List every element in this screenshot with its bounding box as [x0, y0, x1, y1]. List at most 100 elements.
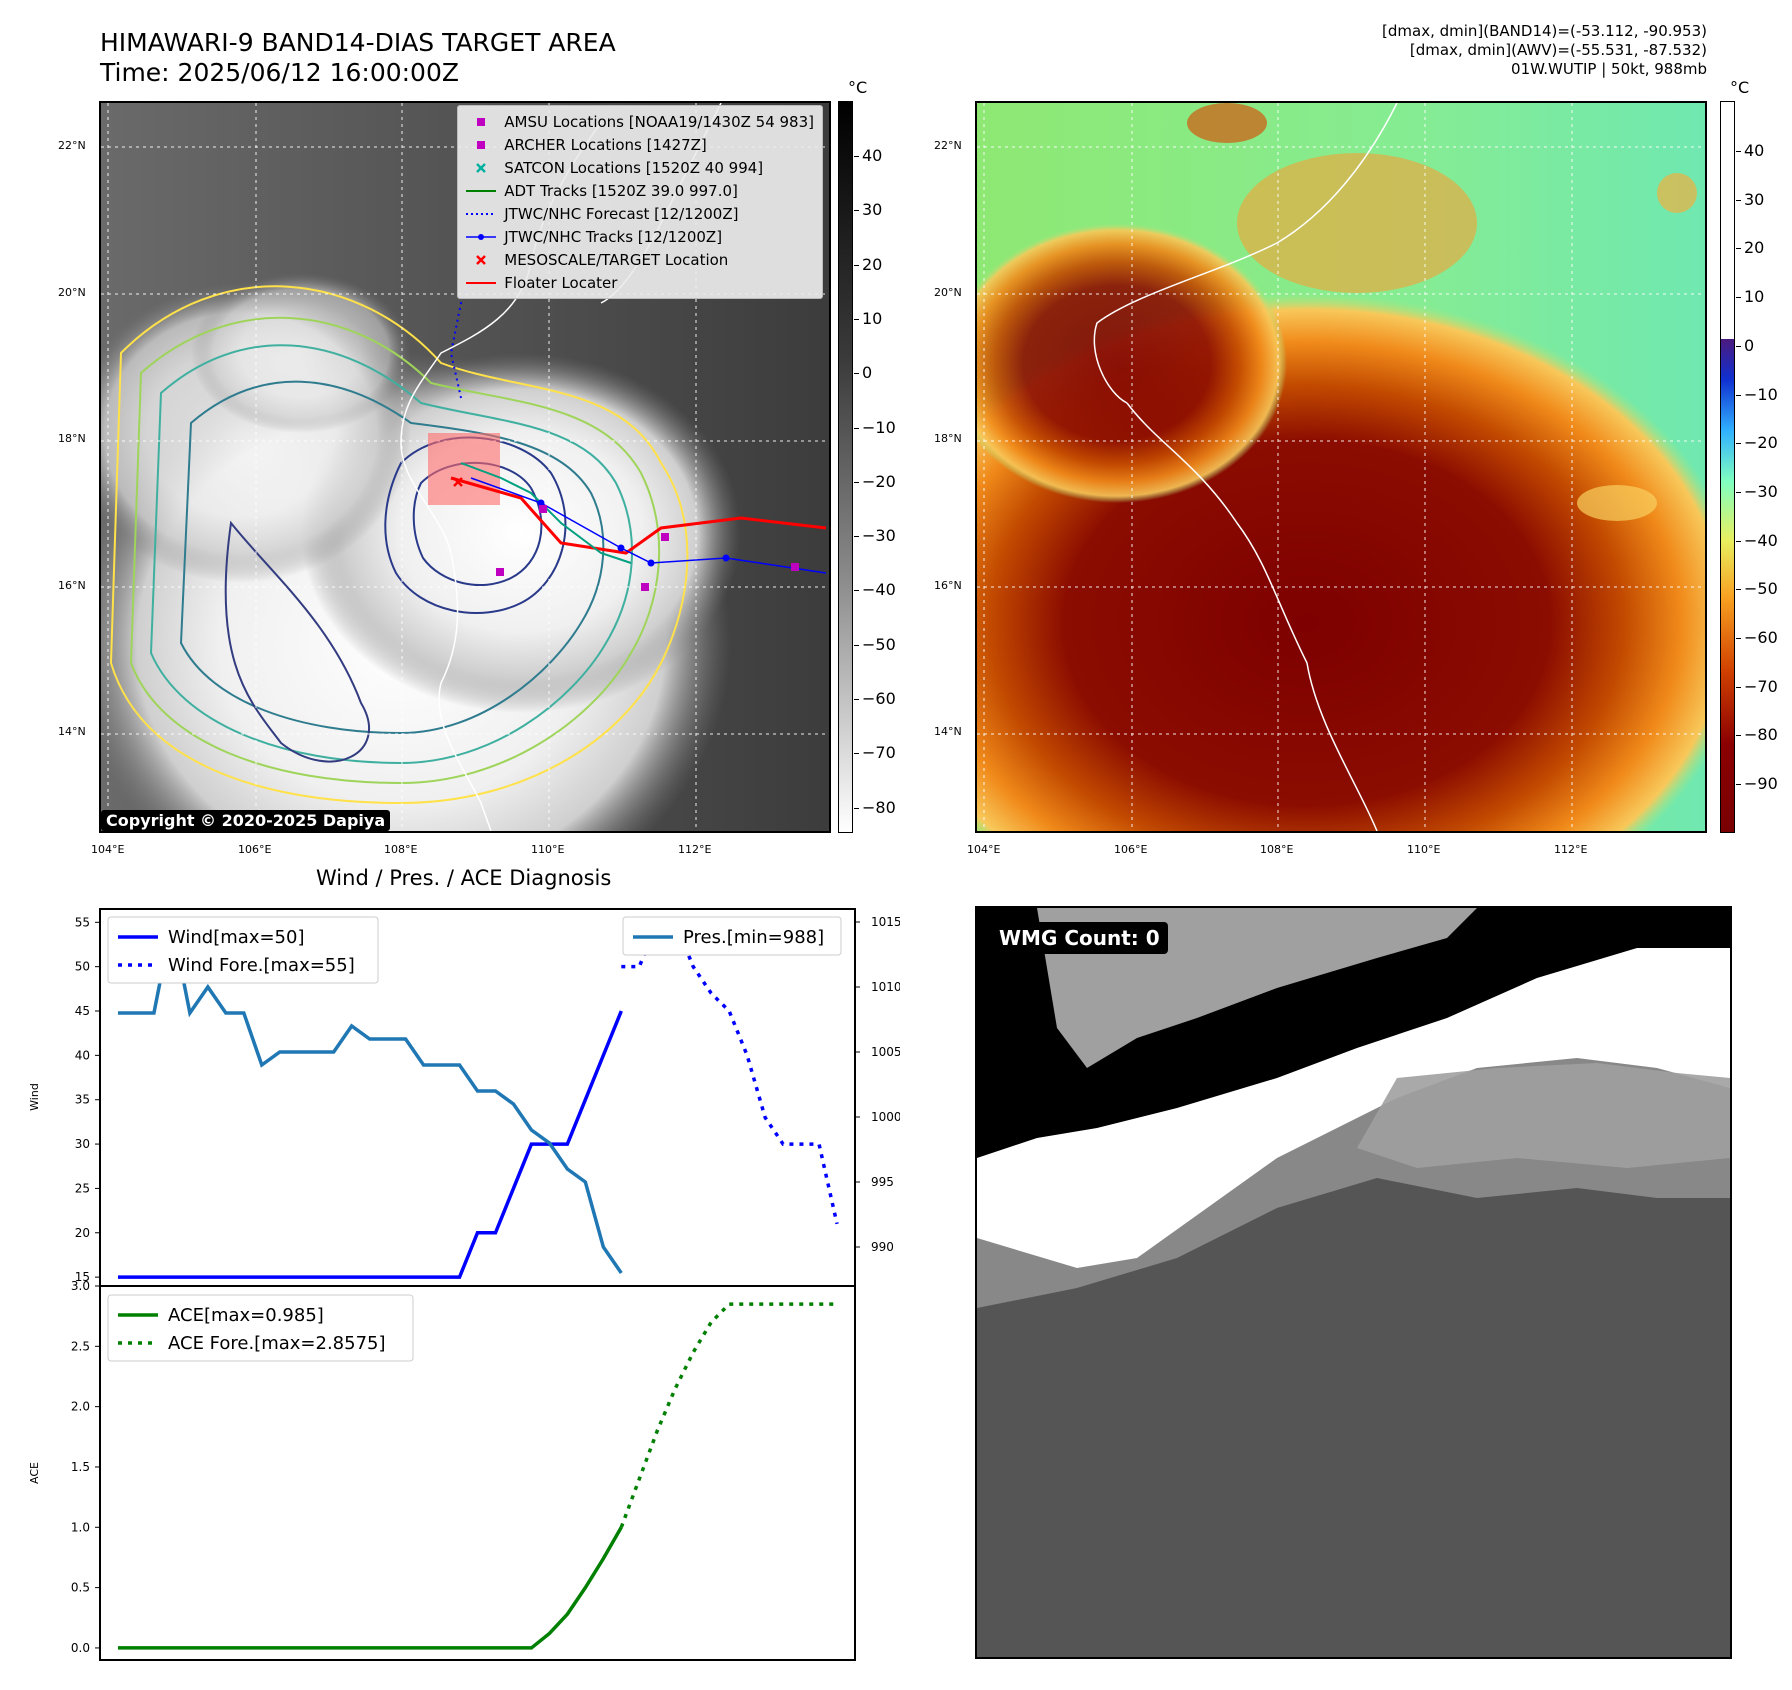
legend-label: ACE[max=0.985]: [168, 1305, 324, 1326]
colorbar-tick-mark: [1736, 443, 1741, 445]
colorbar-right-unit: °C: [1730, 78, 1750, 97]
legend-symbol-icon: [466, 161, 496, 175]
ace-tick-label: 2.0: [71, 1400, 90, 1414]
ace-tick-label: 0.0: [71, 1641, 90, 1655]
awv-map: [975, 101, 1707, 833]
colorbar-tick-mark: [1736, 248, 1741, 250]
legend-label: Wind Fore.[max=55]: [168, 955, 355, 976]
lat-label-18: 18°N: [58, 432, 86, 445]
ace-tick-label: 2.5: [71, 1339, 90, 1353]
lon-label-110-right: 110°E: [1407, 843, 1441, 856]
pressure-tick-label: 1010: [871, 980, 900, 994]
wind-legend: [107, 916, 379, 984]
wind-tick-label: 15: [75, 1270, 90, 1284]
legend-item: JTWC/NHC Forecast [12/1200Z]: [466, 202, 814, 225]
legend-symbol-icon: [466, 230, 497, 244]
colorbar-tick-mark: [1736, 638, 1741, 639]
ace-legend: [107, 1294, 414, 1362]
legend-item: ADT Tracks [1520Z 39.0 997.0]: [466, 179, 814, 202]
wind-tick-label: 40: [75, 1048, 90, 1062]
ace-tick-label: 0.5: [71, 1581, 90, 1595]
colorbar-right: [1720, 101, 1735, 833]
wmg-panel: WMG Count: 0: [975, 906, 1732, 1659]
colorbar-tick-label: 40: [862, 146, 883, 165]
ace-tick-label: 1.0: [71, 1520, 90, 1534]
ace-series-line-1: [619, 1302, 838, 1528]
info-line-2: [dmax, dmin](AWV)=(-55.531, -87.532): [1409, 41, 1707, 59]
legend-label: Wind[max=50]: [168, 927, 305, 948]
colorbar-tick-label: −20: [862, 471, 896, 491]
legend-symbol-icon: [466, 207, 497, 221]
lat-label-20-right: 20°N: [934, 286, 962, 299]
colorbar-tick-mark: [1736, 345, 1741, 347]
lon-label-104-right: 104°E: [967, 843, 1001, 856]
legend-label: AMSU Locations [NOAA19/1430Z 54 983]: [504, 112, 814, 131]
colorbar-tick-label: −90: [1744, 774, 1778, 794]
colorbar-tick-label: 30: [862, 200, 883, 220]
wmg-imagery: [977, 908, 1730, 1657]
colorbar-tick-mark: [854, 264, 859, 266]
legend-item: SATCON Locations [1520Z 40 994]: [466, 156, 814, 179]
legend-symbol-icon: [466, 115, 496, 129]
wind-tick-label: 50: [75, 960, 90, 974]
lon-label-104: 104°E: [91, 843, 125, 856]
colorbar-tick-label: 10: [862, 308, 883, 328]
colorbar-tick-mark: [1736, 394, 1741, 396]
legend-item: Floater Locater: [466, 271, 814, 294]
colorbar-left-unit: °C: [848, 78, 868, 97]
lon-label-112: 112°E: [678, 843, 712, 856]
colorbar-tick-mark: [854, 807, 859, 809]
diagnosis-chart: 55 50 45 40 35 30 25 20 15 1015 1010 1005 1000 995 990…: [28, 908, 900, 1661]
wind-tick-label: 25: [75, 1181, 90, 1195]
ace-tick-label: 1.5: [71, 1460, 90, 1474]
colorbar-tick-label: −30: [862, 526, 896, 546]
chart-title: HIMAWARI-9 BAND14-DIAS TARGET AREA Time:…: [100, 28, 616, 88]
legend-label: Floater Locater: [504, 273, 618, 292]
colorbar-tick-label: −50: [1744, 579, 1778, 599]
legend-label: JTWC/NHC Forecast [12/1200Z]: [504, 204, 739, 223]
wind-tick-label: 55: [75, 915, 90, 929]
colorbar-tick-label: 20: [862, 254, 883, 274]
series-line-1: [621, 920, 839, 1225]
lat-label-18-right: 18°N: [934, 432, 962, 445]
jtwc-track: [470, 477, 827, 574]
wmg-count-label: WMG Count: 0: [991, 922, 1168, 954]
colorbar-tick-mark: [1736, 589, 1741, 591]
colorbar-tick-label: −70: [1744, 676, 1778, 696]
legend-item: AMSU Locations [NOAA19/1430Z 54 983]: [466, 110, 814, 133]
colorbar-tick-label: −60: [1744, 628, 1778, 647]
map-legend: AMSU Locations [NOAA19/1430Z 54 983] ARCH…: [457, 105, 823, 299]
awv-imagery: [977, 103, 1705, 831]
colorbar-tick-mark: [854, 536, 859, 538]
lat-label-14: 14°N: [58, 725, 86, 738]
wind-axis-label: Wind: [28, 1083, 41, 1111]
ace-series-line-0: [117, 1526, 623, 1650]
legend-label: ARCHER Locations [1427Z]: [504, 135, 707, 154]
wind-tick-label: 45: [75, 1004, 90, 1018]
info-line-3: 01W.WUTIP | 50kt, 988mb: [1511, 60, 1707, 78]
lon-label-106: 106°E: [238, 843, 272, 856]
colorbar-tick-label: 0: [1744, 335, 1755, 355]
ace-tick-label: 3.0: [71, 1279, 90, 1293]
colorbar-tick-mark: [854, 644, 859, 646]
pressure-legend: [622, 916, 842, 956]
colorbar-tick-label: 0: [862, 363, 873, 383]
colorbar-tick-label: −80: [1744, 725, 1778, 745]
series-line-0: [117, 1010, 623, 1279]
colorbar-tick-label: −40: [862, 580, 896, 600]
band14-map: AMSU Locations [NOAA19/1430Z 54 983] ARCH…: [99, 101, 831, 833]
lat-label-22-right: 22°N: [934, 139, 962, 152]
colorbar-tick-mark: [1736, 686, 1741, 688]
copyright-label: Copyright © 2020-2025 Dapiya: [101, 810, 391, 831]
colorbar-tick-label: −70: [862, 743, 896, 763]
pressure-tick-label: 990: [871, 1240, 894, 1254]
colorbar-tick-mark: [854, 481, 859, 483]
colorbar-tick-label: −80: [862, 797, 896, 817]
lon-label-110: 110°E: [531, 843, 565, 856]
colorbar-tick-label: 40: [1744, 141, 1765, 160]
legend-symbol-icon: [466, 184, 497, 198]
legend-item: ARCHER Locations [1427Z]: [466, 133, 814, 156]
colorbar-tick-label: −50: [862, 634, 896, 654]
legend-symbol-icon: [466, 253, 496, 267]
lat-label-14-right: 14°N: [934, 725, 962, 738]
